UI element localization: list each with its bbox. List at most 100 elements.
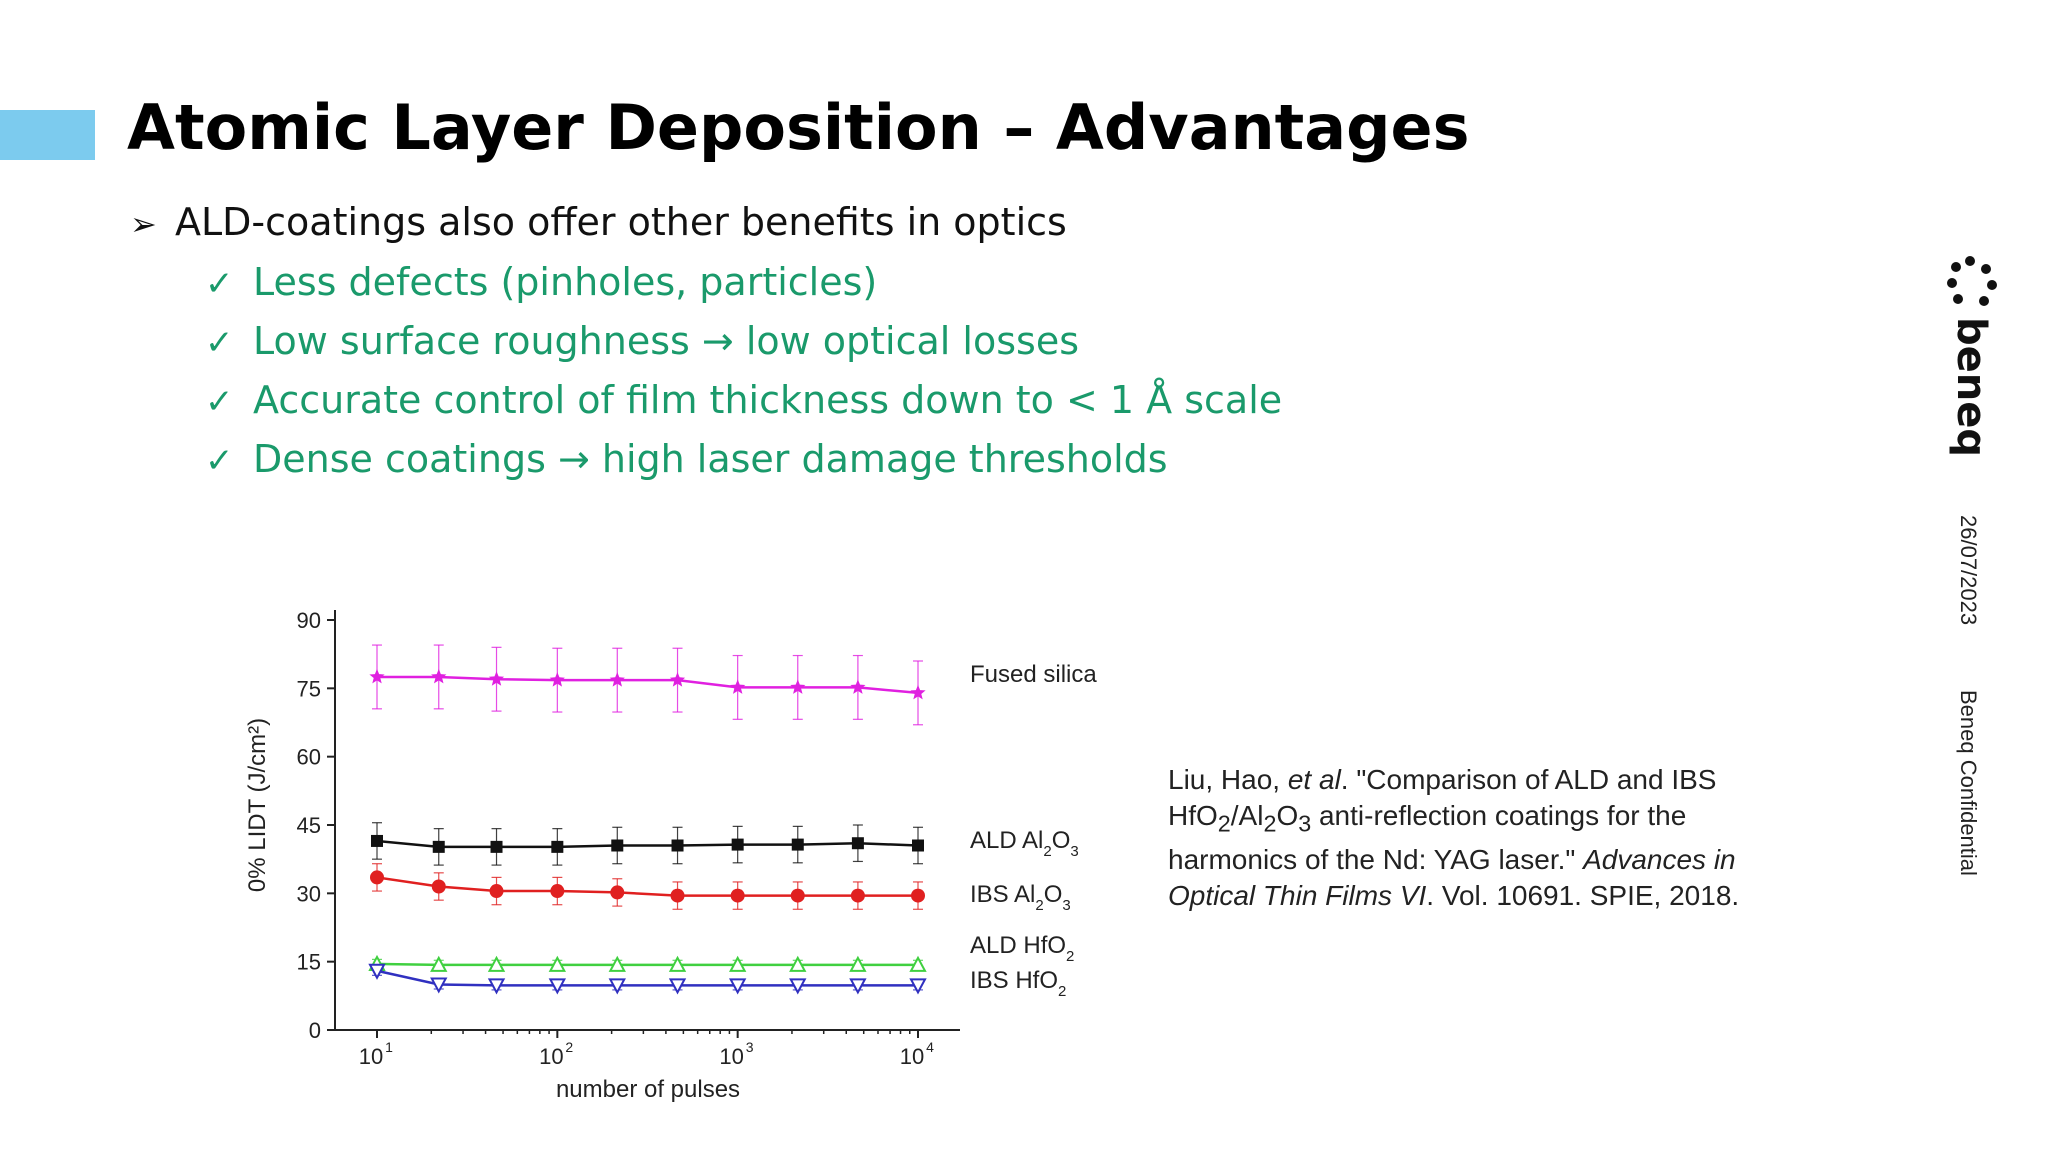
series-line	[377, 675, 919, 695]
series-line	[376, 876, 918, 897]
benefit-item: ✓ Accurate control of film thickness down…	[205, 375, 1282, 434]
data-point	[548, 955, 567, 972]
benefit-item: ✓ Dense coatings → high laser damage thre…	[205, 434, 1282, 493]
data-point	[430, 977, 448, 994]
slide-date: 26/07/2023	[1956, 515, 1981, 626]
beneq-wordmark: beneq	[1948, 317, 1994, 457]
x-axis-label: number of pulses	[556, 1076, 740, 1103]
data-point	[430, 955, 448, 972]
data-point	[849, 955, 867, 972]
data-point	[731, 838, 744, 851]
citation-title-1: . "Comparison of ALD and IBS	[1340, 764, 1717, 795]
chart-legend: Fused silica ALD Al2O3 IBS Al2O3 ALD HfO2IB…	[970, 661, 1097, 1000]
data-point	[551, 840, 564, 853]
data-point	[849, 978, 867, 995]
data-point	[851, 837, 864, 850]
y-tick-label: 75	[297, 676, 321, 701]
confidential-label: Beneq Confidential	[1956, 690, 1981, 876]
data-point	[548, 978, 567, 995]
citation-et-al: et al	[1287, 764, 1341, 795]
data-point	[671, 839, 684, 852]
data-point	[850, 888, 865, 903]
series-ald-hfo2	[368, 954, 927, 972]
data-point	[910, 684, 926, 700]
data-point	[790, 679, 806, 694]
data-point	[370, 870, 384, 885]
data-point	[668, 955, 687, 972]
data-point	[669, 672, 686, 687]
data-point	[610, 885, 625, 900]
data-point	[489, 884, 504, 899]
data-point	[850, 679, 866, 694]
series-line	[376, 969, 918, 987]
data-point	[611, 839, 624, 852]
checkmark-icon: ✓	[205, 441, 234, 481]
main-bullet-text: ALD-coatings also offer other benefits i…	[175, 200, 1067, 244]
data-point	[911, 888, 925, 903]
y-tick-label: 45	[297, 813, 321, 838]
data-point	[668, 978, 687, 995]
benefit-text: Accurate control of film thickness down …	[253, 378, 1283, 422]
data-point	[728, 978, 747, 995]
checkmark-icon: ✓	[205, 323, 234, 363]
x-tick-label: 10	[719, 1044, 743, 1069]
x-tick-exponent: 4	[926, 1039, 934, 1055]
y-axis-label: 0% LIDT (J/cm²)	[244, 718, 271, 892]
data-point	[488, 671, 505, 686]
data-point	[608, 978, 626, 995]
benefit-text: Dense coatings → high laser damage thres…	[253, 437, 1168, 481]
data-point	[909, 978, 927, 995]
citation-title-2: anti-reflection coatings for the harmoni…	[1168, 800, 1687, 875]
data-point	[369, 668, 385, 684]
data-point	[609, 672, 625, 687]
data-point	[789, 978, 807, 995]
citation: Liu, Hao, et al. "Comparison of ALD and …	[1168, 762, 1788, 914]
data-point	[487, 955, 506, 972]
data-point	[730, 679, 746, 694]
data-point	[431, 668, 447, 684]
y-tick-label: 30	[297, 881, 321, 906]
citation-formula: HfO2/Al2O3	[1168, 800, 1312, 837]
data-point	[789, 955, 807, 972]
y-tick-label: 90	[297, 608, 321, 633]
citation-authors: Liu, Hao,	[1168, 764, 1288, 795]
data-point	[550, 884, 565, 899]
data-point	[730, 888, 745, 903]
y-tick-label: 0	[309, 1018, 321, 1043]
data-point	[728, 955, 747, 972]
series-ibs-al2o3	[370, 863, 925, 910]
y-tick-label: 60	[297, 745, 321, 770]
legend-label: IBS HfO2	[970, 967, 1066, 1000]
series-line	[376, 962, 918, 967]
beneq-logo: beneq	[1947, 256, 1997, 457]
data-point	[432, 840, 445, 853]
series-ald-al2o3	[371, 822, 924, 866]
arrowhead-bullet-icon: ➢	[130, 205, 157, 243]
data-point	[490, 840, 503, 853]
benefit-text: Less defects (pinholes, particles)	[253, 260, 878, 304]
x-tick-exponent: 1	[385, 1039, 393, 1055]
accent-bar	[0, 110, 95, 160]
data-point	[670, 888, 685, 903]
main-bullet: ➢ ALD-coatings also offer other benefits …	[130, 200, 1067, 244]
y-tick-label: 15	[297, 950, 321, 975]
data-point	[912, 839, 924, 852]
x-tick-label: 10	[359, 1044, 383, 1069]
citation-details: . Vol. 10691. SPIE, 2018.	[1426, 879, 1740, 911]
legend-label: IBS Al2O3	[970, 881, 1071, 914]
data-point	[549, 672, 565, 687]
benefit-item: ✓ Low surface roughness → low optical los…	[205, 316, 1282, 375]
data-point	[790, 888, 805, 903]
data-point	[909, 955, 927, 972]
page-title: Atomic Layer Deposition – Advantages	[127, 91, 1470, 164]
x-tick-exponent: 2	[565, 1039, 573, 1055]
x-tick-label: 10	[539, 1044, 563, 1069]
beneq-logo-dots-icon	[1947, 256, 1997, 306]
legend-label: ALD Al2O3	[970, 827, 1079, 860]
benefit-item: ✓ Less defects (pinholes, particles)	[205, 257, 1282, 316]
series-line	[376, 839, 919, 849]
series-ibs-hfo2	[368, 963, 927, 995]
x-tick-exponent: 3	[746, 1039, 754, 1055]
data-point	[791, 838, 804, 851]
